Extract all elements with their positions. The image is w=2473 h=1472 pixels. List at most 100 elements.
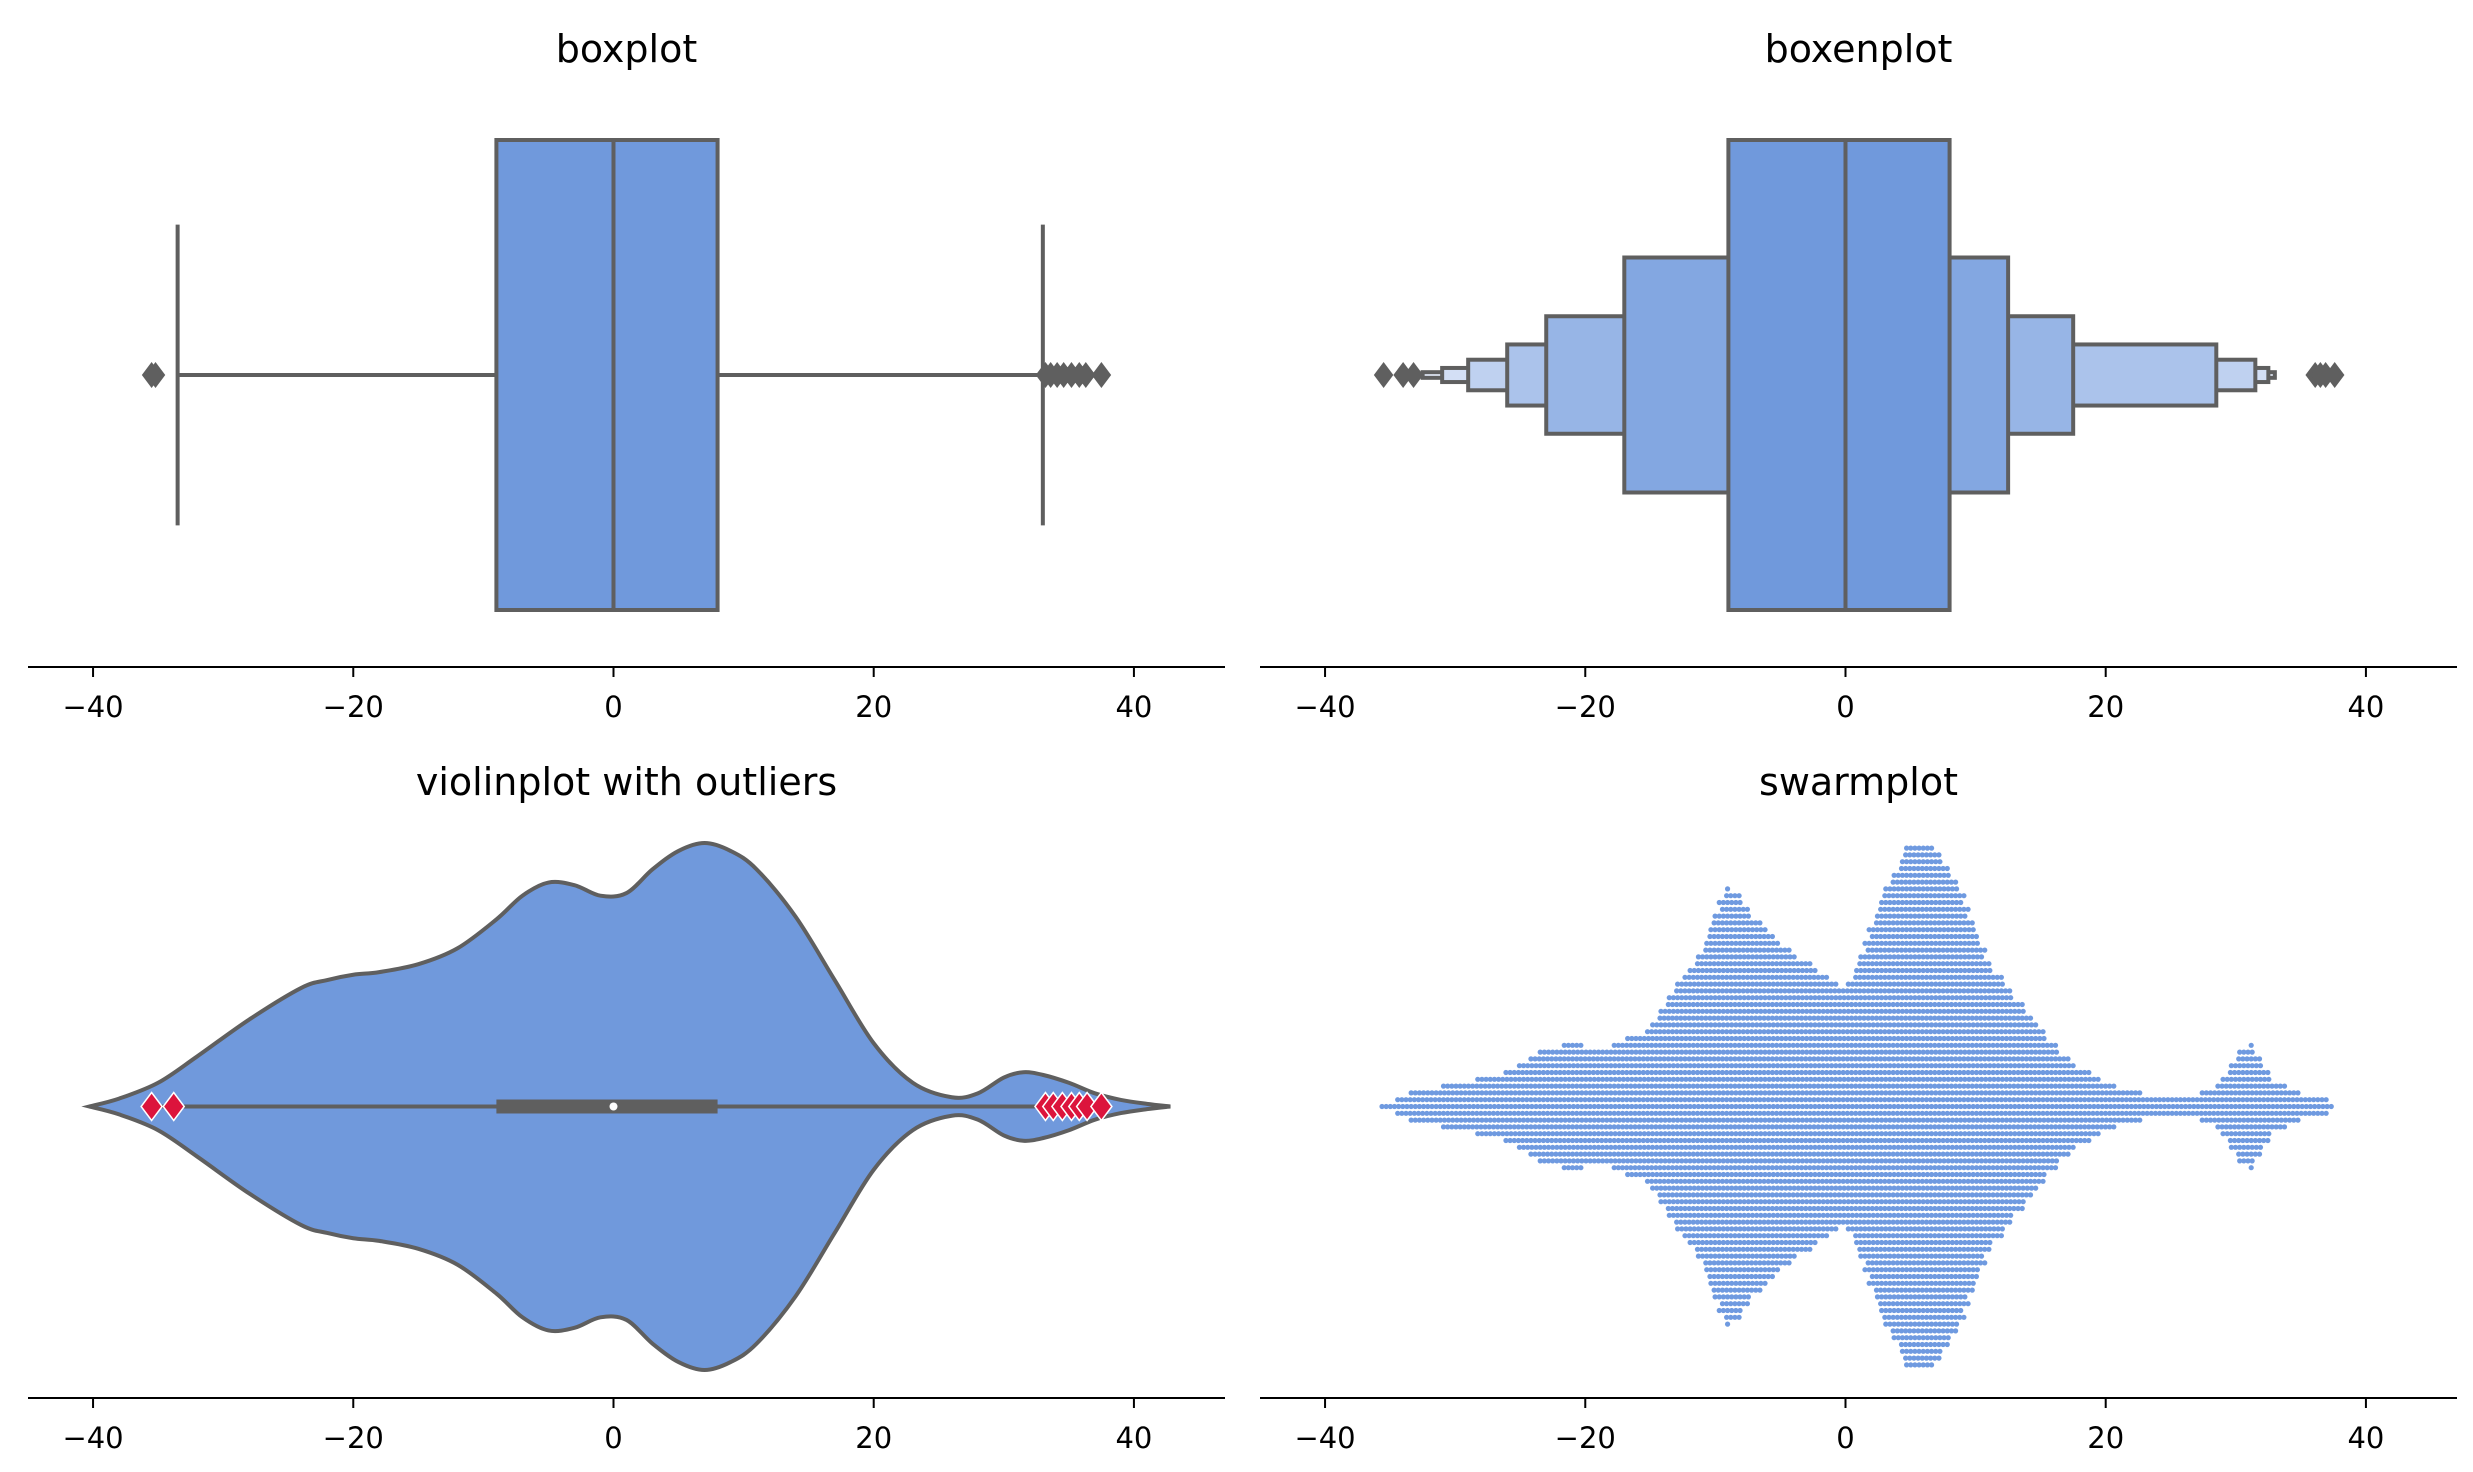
swarm-point xyxy=(1861,1192,1867,1198)
swarm-point xyxy=(1594,1069,1601,1076)
swarm-point xyxy=(1769,1137,1776,1144)
swarm-point xyxy=(1744,1301,1751,1307)
swarm-point xyxy=(1712,1199,1718,1205)
swarm-point xyxy=(1879,1076,1885,1082)
swarm-point xyxy=(1783,1185,1789,1191)
swarm-point xyxy=(1537,1144,1543,1150)
swarm-point xyxy=(1599,1137,1605,1144)
swarm-point xyxy=(1670,1090,1677,1096)
swarm-point xyxy=(1853,1097,1859,1103)
swarm-point xyxy=(1791,1253,1797,1259)
swarm-point xyxy=(1683,1049,1689,1055)
swarm-point xyxy=(1790,1110,1796,1116)
swarm-point xyxy=(1748,1287,1755,1293)
swarm-point xyxy=(1704,1158,1710,1164)
swarm-point xyxy=(1558,1131,1564,1137)
swarm-point xyxy=(1595,1158,1602,1164)
swarm-point xyxy=(1729,967,1735,974)
swarm-point xyxy=(1858,1103,1864,1110)
swarm-point xyxy=(1649,1083,1655,1089)
swarm-point xyxy=(1662,1158,1668,1164)
swarm-point xyxy=(1736,974,1742,980)
swarm-point xyxy=(1511,1124,1517,1130)
swarm-point xyxy=(1625,1117,1631,1123)
swarm-point xyxy=(1562,1144,1568,1150)
swarm-point xyxy=(1758,1212,1764,1218)
swarm-point xyxy=(1720,1280,1727,1286)
swarm-point xyxy=(1808,1199,1814,1205)
swarm-point xyxy=(1653,1042,1659,1048)
swarm-point xyxy=(1695,1008,1702,1014)
swarm-point xyxy=(1736,1042,1742,1048)
swarm-point xyxy=(1508,1117,1514,1123)
swarm-point xyxy=(1786,974,1792,980)
swarm-point xyxy=(1724,1185,1731,1191)
swarm-point xyxy=(1637,1158,1643,1164)
swarm-point xyxy=(1637,1035,1643,1042)
swarm-point xyxy=(1670,1008,1677,1014)
swarm-point xyxy=(1857,1097,1863,1103)
swarm-point xyxy=(1719,906,1726,912)
swarm-point xyxy=(1591,1117,1597,1123)
swarm-point xyxy=(1495,1076,1502,1082)
swarm-point xyxy=(1829,1212,1835,1218)
swarm-point xyxy=(1874,981,1881,987)
swarm-point xyxy=(1699,1171,1706,1178)
swarm-point xyxy=(1508,1103,1514,1110)
swarm-point xyxy=(1807,988,1813,994)
swarm-point xyxy=(1766,967,1772,974)
swarm-point xyxy=(1728,1042,1734,1048)
swarm-point xyxy=(1812,1076,1818,1082)
swarm-point xyxy=(1844,1069,1850,1076)
swarm-point xyxy=(1740,1178,1746,1184)
swarm-point xyxy=(1787,1103,1793,1110)
swarm-point xyxy=(1545,1158,1552,1164)
swarm-point xyxy=(1541,1049,1547,1055)
swarm-point xyxy=(1475,1090,1481,1096)
swarm-point xyxy=(1582,1097,1588,1103)
swarm-point xyxy=(1844,1124,1850,1130)
swarm-point xyxy=(1773,1205,1780,1212)
swarm-point xyxy=(1712,1294,1718,1300)
swarm-point xyxy=(1779,1063,1785,1069)
swarm-point xyxy=(1873,1260,1880,1266)
swarm-point xyxy=(1844,1042,1850,1048)
swarm-point xyxy=(1869,1124,1875,1130)
swarm-point xyxy=(1449,1097,1455,1103)
swarm-point xyxy=(1657,1137,1663,1144)
swarm-point xyxy=(1461,1110,1467,1116)
swarm-point xyxy=(1833,981,1839,987)
swarm-point xyxy=(1720,1226,1727,1232)
swarm-point xyxy=(1662,1117,1668,1123)
swarm-point xyxy=(1769,933,1776,940)
swarm-point xyxy=(1811,1097,1817,1103)
swarm-point xyxy=(1654,1158,1660,1164)
swarm-point xyxy=(1724,940,1731,946)
swarm-point xyxy=(1862,1103,1868,1110)
swarm-point xyxy=(1761,988,1767,994)
swarm-point xyxy=(1807,1110,1813,1116)
swarm-point xyxy=(1799,1103,1806,1110)
swarm-point xyxy=(1619,1110,1626,1116)
swarm-point xyxy=(1740,1083,1746,1089)
swarm-point xyxy=(1873,1124,1880,1130)
swarm-point xyxy=(1790,1165,1796,1171)
swarm-point xyxy=(1575,1103,1581,1110)
swarm-point xyxy=(1682,1083,1688,1089)
swarm-point xyxy=(1820,1131,1826,1137)
swarm-point xyxy=(1873,1165,1880,1171)
swarm-point xyxy=(1694,988,1701,994)
swarm-point xyxy=(1690,1178,1696,1184)
swarm-point xyxy=(1607,1110,1613,1116)
swarm-point xyxy=(1866,1158,1872,1164)
swarm-point xyxy=(1849,1212,1856,1218)
swarm-point xyxy=(1845,1226,1851,1232)
swarm-point xyxy=(1970,927,1976,933)
swarm-point xyxy=(1482,1110,1488,1116)
swarm-point xyxy=(1845,1035,1851,1042)
swarm-point xyxy=(1699,1246,1705,1252)
swarm-point xyxy=(1816,1035,1822,1042)
swarm-point xyxy=(1819,1029,1825,1035)
swarm-point xyxy=(1829,1049,1835,1055)
swarm-point xyxy=(1757,1042,1763,1048)
